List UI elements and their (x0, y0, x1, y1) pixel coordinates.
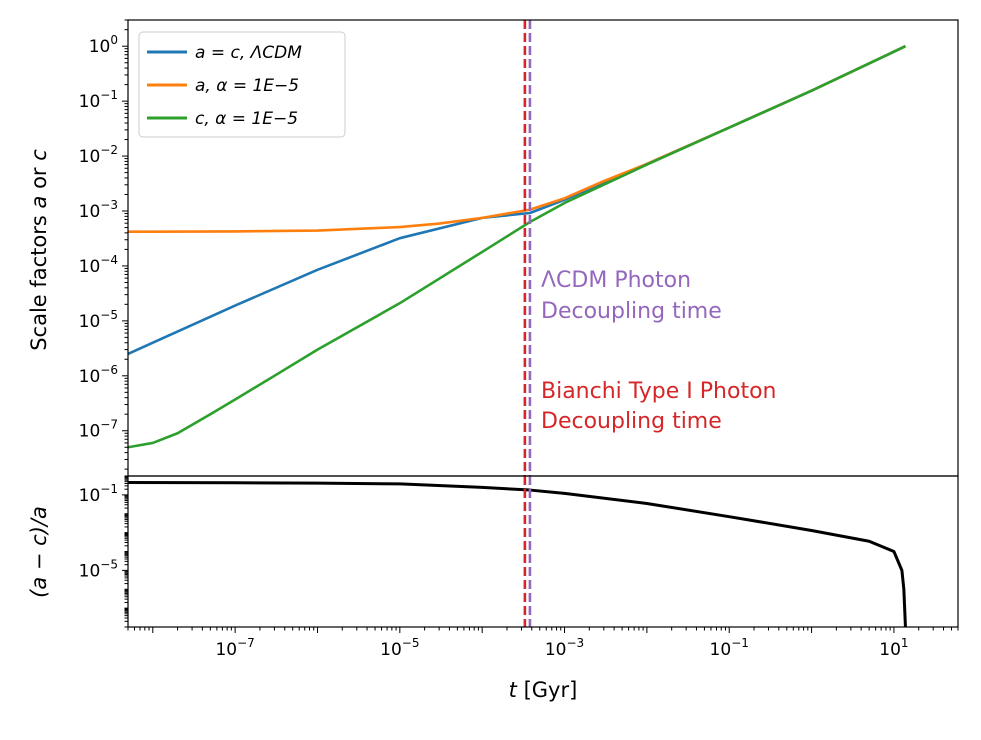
x-tick-label: 10−5 (380, 636, 419, 660)
x-tick-label: 10−7 (215, 636, 254, 660)
axes-frame-bottom (127, 475, 959, 628)
top-ylabel: Scale factors a or c (27, 149, 51, 351)
y-tick-label: 10−7 (79, 418, 118, 442)
legend-label-a: a, α = 1E−5 (195, 76, 299, 96)
legend-frame (138, 31, 346, 138)
y-tick-label: 10−5 (79, 557, 118, 581)
legend-label-lcdm: a = c, ΛCDM (195, 43, 302, 63)
y-tick-label: 10−6 (79, 363, 118, 387)
series-line-c (128, 45, 906, 449)
bianchi-annotation-line1: Bianchi Type I Photon (541, 379, 776, 404)
bianchi-annotation-line2: Decoupling time (541, 409, 722, 434)
bottom-ylabel: (a − c)/a (27, 506, 51, 598)
legend: a = c, ΛCDM a, α = 1E−5 c, α = 1E−5 (138, 31, 346, 138)
x-tick-label: 10−1 (710, 636, 749, 660)
y-tick-label: 10−3 (79, 198, 118, 222)
legend-label-c: c, α = 1E−5 (195, 109, 298, 129)
top-panel: 100 10−1 10−2 10−3 10−4 10−5 10−6 10−7 (79, 19, 959, 477)
bottom-panel: 10−1 10−5 10−7 10−5 10−3 10−1 101 (79, 475, 959, 660)
x-tick-label: 10−3 (545, 636, 584, 660)
y-tick-label: 10−4 (79, 253, 118, 277)
y-tick-label: 10−2 (79, 143, 118, 167)
y-tick-label: 10−1 (79, 88, 118, 112)
x-tick-label: 101 (879, 636, 908, 660)
y-tick-label: 10−1 (79, 482, 118, 506)
y-tick-label: 100 (89, 33, 118, 57)
lcdm-annotation-line1: ΛCDM Photon (541, 268, 691, 293)
series-line-relative-difference (128, 481, 907, 627)
xlabel: t [Gyr] (509, 678, 578, 702)
lcdm-annotation-line2: Decoupling time (541, 299, 722, 324)
y-tick-label: 10−5 (79, 308, 118, 332)
